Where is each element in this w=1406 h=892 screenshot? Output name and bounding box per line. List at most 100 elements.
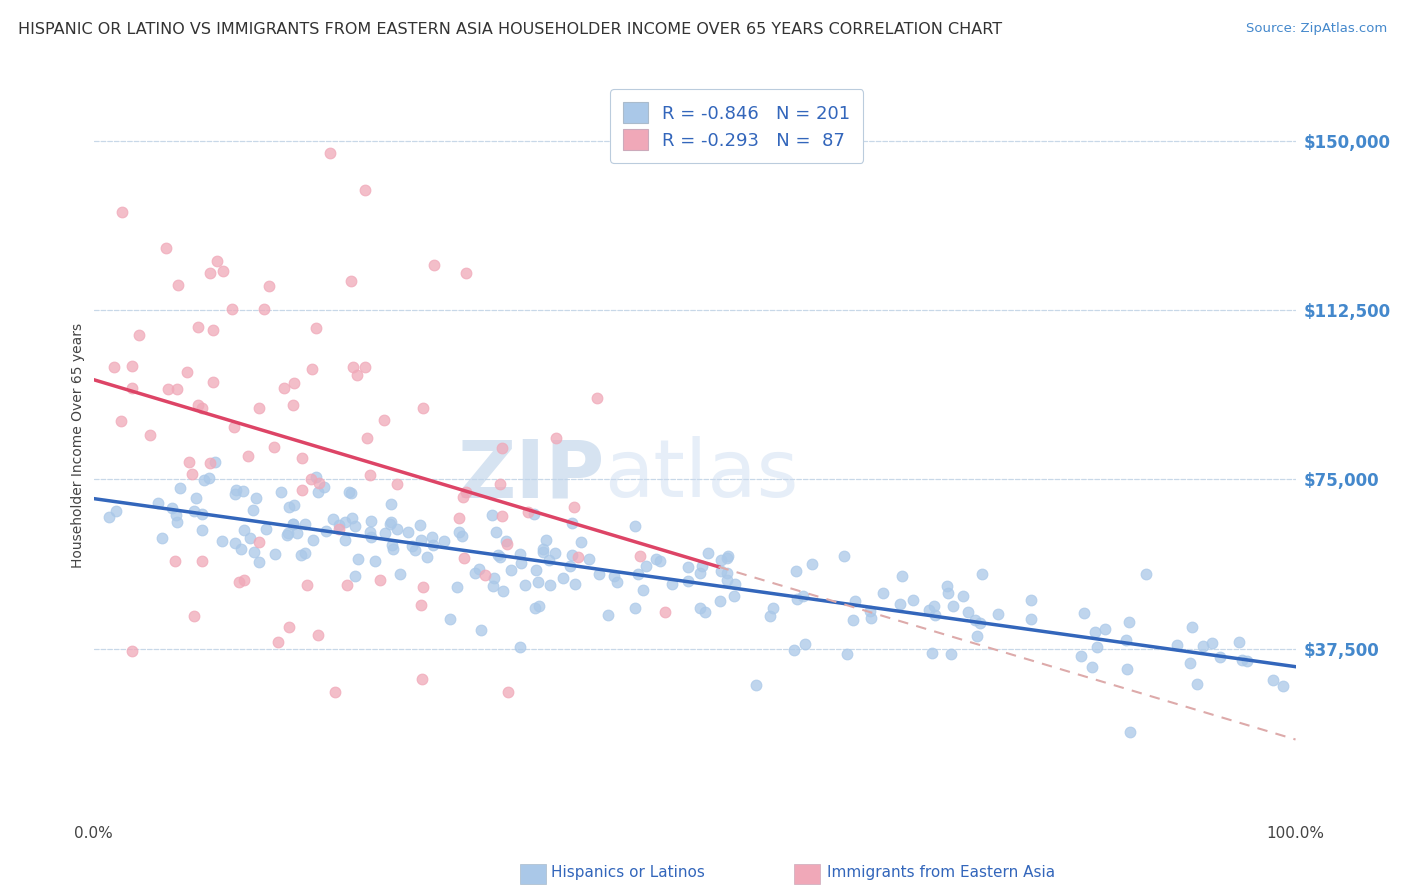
Point — [254, 522, 277, 536]
Point — [837, 648, 859, 662]
Point — [388, 566, 411, 581]
Point — [1084, 624, 1107, 639]
Text: Hispanics or Latinos: Hispanics or Latinos — [551, 865, 704, 880]
Point — [588, 566, 610, 581]
Point — [935, 579, 957, 593]
Point — [578, 551, 600, 566]
Point — [411, 672, 433, 686]
Point — [276, 528, 298, 542]
Point — [860, 611, 883, 625]
Point — [536, 533, 558, 548]
Point — [1070, 649, 1092, 664]
Point — [561, 516, 583, 531]
Point — [433, 533, 456, 548]
Point — [633, 582, 655, 597]
Point — [385, 477, 408, 491]
Point — [354, 183, 377, 197]
Point — [464, 566, 486, 581]
Point — [527, 599, 550, 613]
Point — [523, 600, 546, 615]
Point — [1208, 650, 1230, 665]
Point — [891, 569, 914, 583]
Point — [110, 414, 132, 428]
Point — [1021, 612, 1043, 626]
Legend: R = -0.846   N = 201, R = -0.293   N =  87: R = -0.846 N = 201, R = -0.293 N = 87 — [610, 89, 863, 162]
Point — [204, 455, 226, 469]
Point — [163, 554, 186, 568]
Point — [538, 578, 561, 592]
Point — [496, 537, 519, 551]
Point — [343, 569, 366, 583]
Point — [439, 611, 461, 625]
Point — [561, 548, 583, 562]
Point — [198, 456, 221, 470]
Point — [283, 376, 305, 391]
Point — [423, 258, 446, 272]
Point — [239, 531, 262, 545]
Point — [1118, 615, 1140, 630]
Point — [347, 551, 370, 566]
Point — [183, 609, 205, 624]
Point — [198, 266, 221, 280]
Point — [420, 530, 443, 544]
Point — [301, 362, 323, 376]
Point — [598, 608, 620, 623]
Point — [676, 559, 699, 574]
Point — [918, 602, 941, 616]
Point — [328, 522, 350, 536]
Point — [245, 491, 267, 505]
Point — [368, 574, 391, 588]
Text: atlas: atlas — [605, 436, 799, 515]
Point — [627, 566, 650, 581]
Point — [359, 467, 381, 482]
Point — [966, 630, 988, 644]
Point — [800, 557, 823, 571]
Point — [247, 534, 270, 549]
Point — [160, 500, 183, 515]
Point — [488, 476, 510, 491]
Point — [509, 556, 531, 570]
Point — [359, 525, 381, 540]
Point — [558, 558, 581, 573]
Point — [247, 555, 270, 569]
Point — [793, 637, 815, 651]
Point — [278, 500, 301, 514]
Point — [360, 514, 382, 528]
Point — [165, 508, 187, 522]
Point — [339, 485, 361, 500]
Point — [495, 533, 517, 548]
Point — [243, 545, 266, 559]
Point — [624, 601, 647, 615]
Point — [447, 510, 470, 524]
Point — [553, 571, 575, 585]
Point — [1191, 639, 1213, 653]
Point — [842, 614, 865, 628]
Point — [382, 541, 405, 556]
Point — [207, 253, 229, 268]
Point — [166, 277, 188, 292]
Point — [184, 491, 207, 506]
Point — [1019, 593, 1042, 607]
Point — [179, 455, 201, 469]
Point — [585, 391, 607, 405]
Point — [489, 549, 512, 564]
Point — [373, 413, 395, 427]
Point — [492, 584, 515, 599]
Point — [339, 486, 361, 500]
Point — [323, 684, 346, 698]
Point — [307, 628, 329, 642]
Point — [197, 471, 219, 485]
Point — [228, 575, 250, 590]
Point — [266, 634, 288, 648]
Point — [491, 509, 513, 524]
Point — [380, 515, 402, 529]
Point — [969, 615, 991, 630]
Point — [889, 597, 911, 611]
Point — [336, 577, 359, 591]
Point — [277, 525, 299, 540]
Point — [187, 398, 209, 412]
Point — [343, 519, 366, 533]
Point — [785, 564, 807, 578]
Point — [872, 586, 894, 600]
Point — [606, 575, 628, 590]
